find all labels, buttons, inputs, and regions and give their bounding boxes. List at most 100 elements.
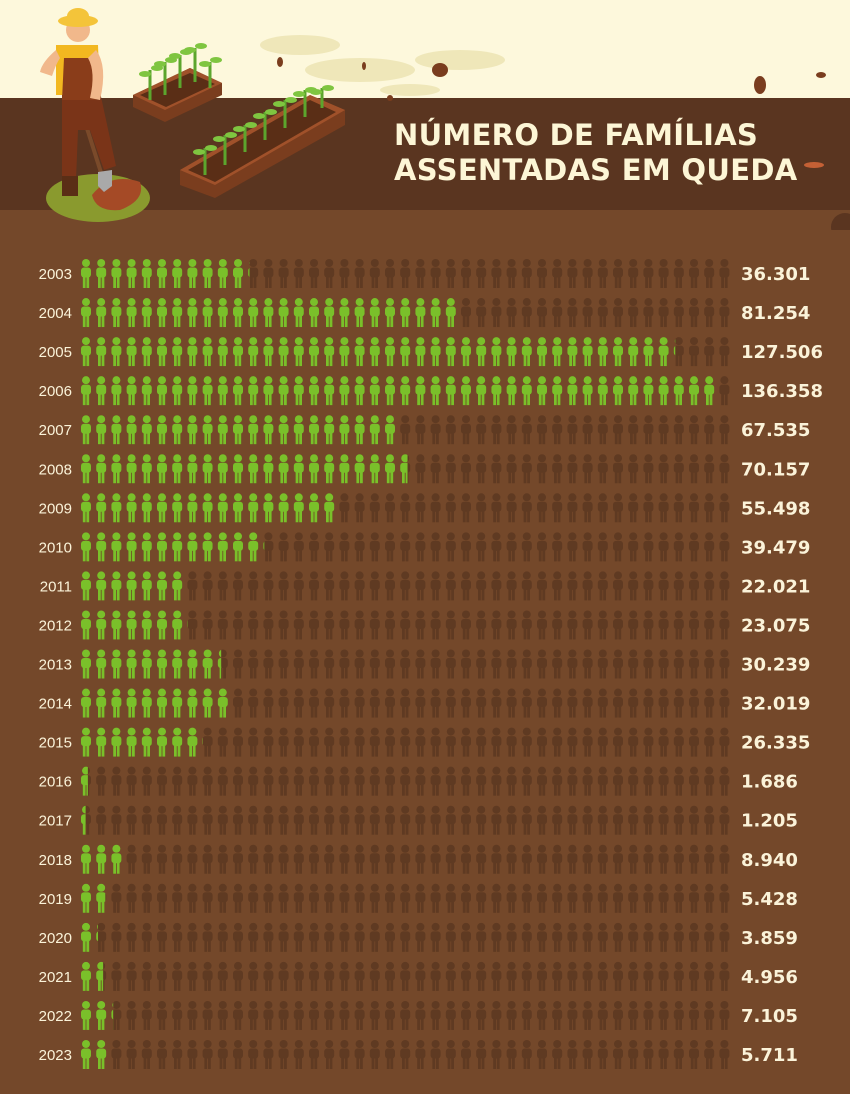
person-icon	[597, 1040, 608, 1069]
person-icon	[658, 727, 669, 757]
person-icon	[126, 1000, 137, 1030]
person-icon	[339, 571, 350, 601]
person-icon	[126, 844, 137, 874]
person-icon	[537, 883, 547, 913]
person-icon	[263, 805, 274, 835]
value-label: 5.711	[741, 1045, 798, 1066]
person-icon	[369, 493, 380, 523]
person-icon	[339, 727, 350, 757]
person-icon	[567, 727, 578, 757]
person-icon	[339, 610, 350, 640]
person-icon	[704, 922, 715, 952]
person-icon	[339, 493, 350, 523]
person-icon	[491, 259, 502, 288]
person-icon	[430, 766, 441, 796]
person-icon	[157, 805, 167, 835]
person-icon	[582, 571, 593, 601]
person-icon	[491, 532, 502, 562]
person-icon	[309, 883, 319, 913]
person-icon	[172, 844, 183, 874]
person-icon	[385, 883, 395, 913]
person-icon	[445, 844, 456, 874]
person-icon	[445, 259, 456, 288]
person-icon	[719, 298, 730, 328]
person-icon	[689, 415, 699, 445]
person-icon	[400, 649, 411, 679]
person-icon	[430, 454, 441, 484]
person-icon	[613, 727, 623, 757]
person-icon	[476, 298, 487, 328]
person-icon	[719, 688, 730, 718]
person-icon	[445, 610, 456, 640]
year-label: 2015	[39, 735, 72, 752]
person-icon	[613, 298, 623, 328]
person-icon	[126, 883, 137, 913]
person-icon	[430, 571, 441, 601]
person-icon	[491, 766, 502, 796]
person-icon	[643, 1040, 654, 1069]
person-icon	[582, 298, 593, 328]
person-icon	[369, 805, 380, 835]
person-icon	[552, 961, 563, 991]
people-row	[81, 922, 730, 952]
person-icon	[567, 610, 578, 640]
person-icon	[521, 571, 532, 601]
bar-row: 2014 32.019	[39, 688, 810, 718]
person-icon	[400, 844, 411, 874]
person-icon	[567, 922, 578, 952]
person-icon	[658, 259, 669, 288]
person-icon	[628, 688, 639, 718]
person-icon	[552, 1000, 563, 1030]
person-icon	[339, 883, 350, 913]
bar-row: 2007 67.535	[39, 415, 810, 445]
person-icon	[628, 571, 639, 601]
person-icon	[400, 688, 411, 718]
person-icon	[476, 571, 487, 601]
person-icon	[293, 805, 304, 835]
person-icon	[476, 649, 487, 679]
year-label: 2007	[39, 422, 72, 439]
person-icon	[385, 688, 395, 718]
person-icon	[339, 922, 350, 952]
person-icon	[491, 883, 502, 913]
person-icon	[521, 688, 532, 718]
person-icon	[430, 844, 441, 874]
person-icon	[597, 259, 608, 288]
bar-row: 2010 39.479	[39, 532, 810, 562]
person-icon	[217, 922, 228, 952]
person-icon	[157, 961, 167, 991]
bar-row: 2009 55.498	[39, 493, 810, 523]
person-icon	[521, 493, 532, 523]
person-icon	[202, 571, 213, 601]
person-icon	[552, 688, 563, 718]
person-icon	[415, 532, 426, 562]
person-icon	[689, 1000, 699, 1030]
bar-row: 2022 7.105	[39, 1000, 798, 1030]
person-icon	[293, 883, 304, 913]
value-label: 23.075	[741, 615, 810, 636]
people-row	[81, 1000, 730, 1030]
bar-row: 2012 23.075	[39, 610, 810, 640]
person-icon	[400, 922, 411, 952]
person-icon	[445, 1040, 456, 1069]
person-icon	[719, 727, 730, 757]
value-label: 1.205	[741, 811, 798, 832]
person-icon	[567, 298, 578, 328]
person-icon	[339, 259, 350, 288]
person-icon	[613, 454, 623, 484]
person-icon	[385, 532, 395, 562]
person-icon	[689, 298, 699, 328]
person-icon	[415, 805, 426, 835]
person-icon	[369, 688, 380, 718]
person-icon	[643, 1000, 654, 1030]
person-icon	[354, 688, 365, 718]
person-icon	[309, 961, 319, 991]
bar-row: 2021 4.956	[39, 961, 798, 991]
person-icon	[704, 454, 715, 484]
person-icon	[521, 415, 532, 445]
value-label: 136.358	[741, 381, 823, 402]
person-icon	[339, 961, 350, 991]
person-icon	[628, 259, 639, 288]
person-icon	[476, 1040, 487, 1069]
bar-row: 2006 136.358	[39, 376, 823, 406]
